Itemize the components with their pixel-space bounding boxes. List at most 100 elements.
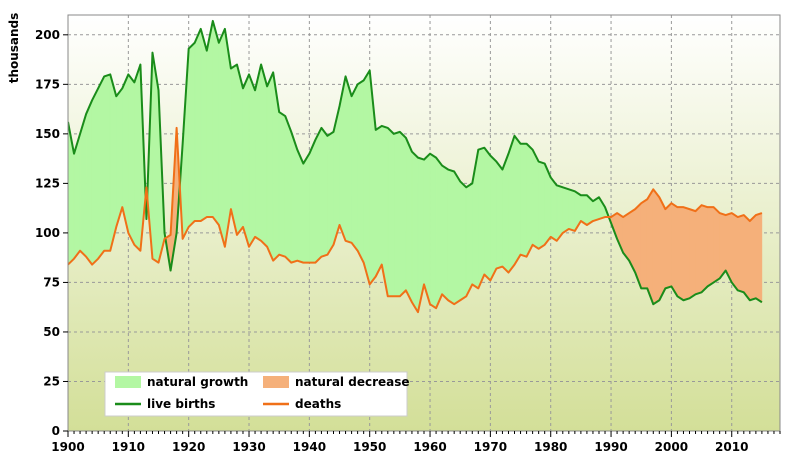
y-tick-label: 100 — [35, 226, 60, 240]
natural-growth-area — [405, 137, 413, 303]
natural-growth-area — [194, 28, 202, 222]
natural-growth-area — [236, 64, 244, 236]
natural-decrease-area — [683, 206, 690, 301]
y-tick-label: 175 — [35, 77, 60, 91]
natural-growth-area — [484, 146, 491, 282]
natural-growth-area — [327, 131, 334, 256]
natural-growth-area — [478, 147, 485, 289]
natural-growth-area — [321, 127, 328, 258]
natural-growth-area — [435, 156, 443, 309]
natural-growth-area — [296, 149, 304, 264]
x-tick-label: 1990 — [594, 440, 627, 454]
natural-growth-area — [496, 160, 503, 269]
x-tick-label: 1940 — [293, 440, 326, 454]
natural-growth-area — [538, 161, 545, 250]
natural-growth-area — [441, 164, 449, 301]
areas — [68, 20, 763, 314]
natural-growth-area — [387, 127, 395, 297]
y-tick-label: 125 — [35, 176, 60, 190]
natural-growth-area — [85, 100, 93, 266]
natural-decrease-area — [646, 188, 654, 305]
x-tick-label: 1950 — [353, 440, 386, 454]
natural-decrease-area — [737, 214, 745, 293]
legend-swatch — [263, 376, 289, 388]
natural-decrease-area — [701, 204, 708, 294]
natural-decrease-area — [707, 206, 714, 287]
natural-growth-area — [218, 28, 226, 247]
natural-growth-area — [242, 74, 250, 247]
natural-growth-area — [188, 42, 196, 228]
natural-decrease-area — [671, 202, 678, 298]
natural-decrease-area — [689, 208, 696, 299]
legend-label: live births — [147, 397, 215, 411]
natural-growth-area — [453, 170, 461, 305]
natural-growth-area — [128, 73, 135, 245]
natural-growth-area — [248, 74, 256, 248]
natural-growth-area — [79, 113, 87, 258]
y-tick-label: 50 — [43, 325, 60, 339]
y-tick-label: 200 — [35, 28, 60, 42]
natural-growth-area — [526, 143, 533, 257]
natural-decrease-area — [695, 204, 702, 295]
x-tick-label: 1970 — [474, 440, 507, 454]
natural-growth-area — [550, 176, 558, 242]
legend-label: natural growth — [147, 375, 248, 389]
natural-decrease-area — [659, 197, 666, 301]
natural-decrease-area — [755, 212, 763, 303]
natural-decrease-area — [719, 212, 726, 280]
natural-decrease-area — [677, 206, 684, 301]
natural-growth-area — [363, 69, 370, 285]
legend-swatch — [115, 376, 141, 388]
natural-growth-area — [459, 180, 467, 301]
y-tick-label: 0 — [52, 424, 60, 438]
axes: 0 25 50 75 100 125 150 175 200 1900 1910 1920 1930 19… — [35, 28, 781, 454]
natural-growth-area — [447, 169, 455, 305]
natural-growth-area — [357, 79, 364, 263]
natural-growth-area — [91, 88, 99, 266]
natural-growth-area — [212, 20, 220, 226]
natural-growth-area — [284, 115, 292, 264]
x-tick-label: 1930 — [232, 440, 265, 454]
natural-growth-area — [411, 150, 419, 314]
natural-growth-area — [260, 64, 268, 248]
natural-growth-area — [568, 188, 576, 232]
natural-growth-area — [200, 28, 208, 222]
natural-decrease-area — [640, 198, 648, 289]
natural-growth-area — [303, 152, 310, 263]
natural-growth-area — [532, 149, 539, 250]
x-tick-label: 1920 — [172, 440, 205, 454]
legend: natural growth natural decrease live birth… — [104, 371, 410, 417]
deaths-line — [68, 126, 763, 314]
y-tick-label: 25 — [43, 374, 60, 388]
live-births-line — [68, 19, 763, 306]
natural-growth-area — [315, 127, 322, 264]
natural-growth-area — [502, 153, 509, 274]
x-tick-label: 1980 — [534, 440, 567, 454]
natural-growth-area — [351, 84, 358, 252]
natural-growth-area — [429, 153, 437, 309]
natural-growth-area — [254, 64, 262, 242]
natural-growth-area — [399, 131, 407, 298]
natural-growth-area — [345, 76, 352, 244]
natural-growth-area — [490, 154, 497, 281]
legend-label: natural decrease — [295, 375, 410, 389]
natural-growth-area — [103, 74, 111, 252]
natural-growth-area — [97, 76, 105, 260]
natural-growth-area — [508, 135, 515, 274]
natural-growth-area — [393, 131, 401, 297]
legend-box — [104, 371, 408, 417]
natural-growth-area — [309, 139, 316, 263]
natural-decrease-area — [731, 212, 739, 292]
x-tick-label: 1910 — [112, 440, 145, 454]
natural-growth-area — [278, 111, 286, 258]
natural-growth-area — [465, 182, 473, 297]
y-tick-label: 150 — [35, 127, 60, 141]
natural-growth-area — [520, 143, 527, 258]
natural-growth-area — [290, 131, 298, 264]
natural-growth-area — [266, 72, 274, 261]
natural-growth-area — [115, 87, 123, 228]
lines — [68, 19, 763, 314]
natural-decrease-area — [652, 188, 660, 305]
natural-growth-area — [423, 152, 431, 305]
